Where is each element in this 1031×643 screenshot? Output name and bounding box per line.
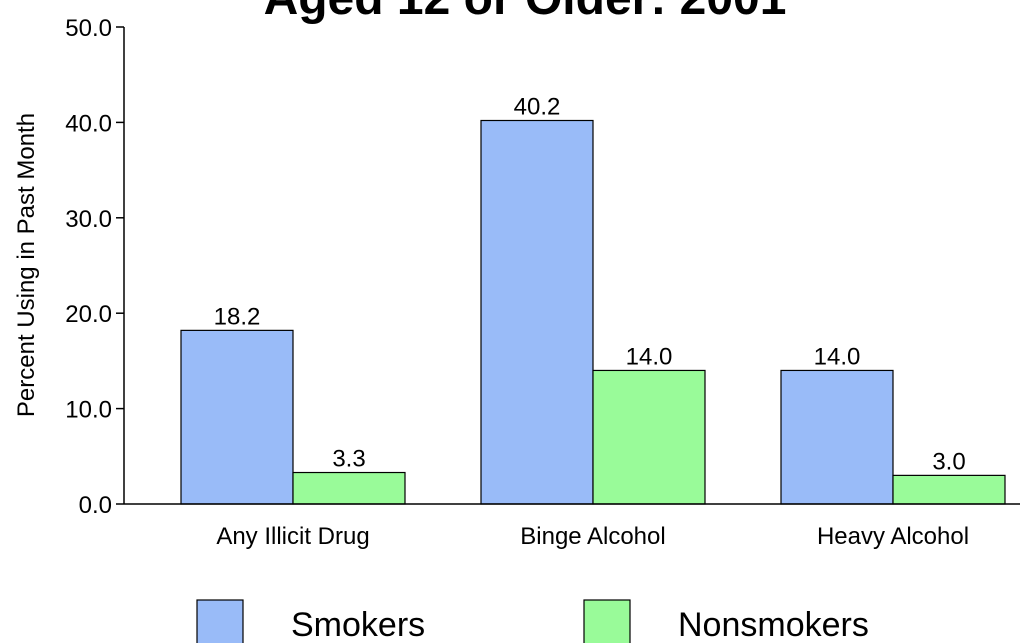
bar-nonsmokers-2	[892, 474, 1006, 505]
y-tick-label: 20.0	[65, 301, 112, 328]
x-category-label: Binge Alcohol	[520, 523, 665, 550]
data-label: 40.2	[514, 93, 561, 120]
bar-nonsmokers-0	[292, 471, 406, 505]
y-tick-label: 0.0	[79, 492, 112, 519]
data-label: 14.0	[814, 343, 861, 370]
legend: Smokers Nonsmokers	[196, 599, 869, 643]
y-tick-label: 10.0	[65, 397, 112, 424]
y-tick-label: 50.0	[65, 15, 112, 42]
legend-label: Nonsmokers	[678, 606, 869, 643]
x-axis: Any Illicit Drug Binge Alcohol Heavy Alcoh…	[124, 503, 1020, 550]
bar-nonsmokers-1	[592, 369, 706, 505]
legend-swatch-nonsmokers	[583, 599, 631, 643]
data-label: 14.0	[626, 343, 673, 370]
bars-group	[180, 119, 1006, 505]
chart-title: Aged 12 or Older: 2001	[264, 0, 787, 25]
data-label: 3.0	[932, 448, 965, 475]
data-label: 18.2	[214, 303, 261, 330]
legend-label: Smokers	[291, 606, 425, 643]
y-tick-label: 40.0	[65, 110, 112, 137]
bar-smokers-2	[780, 369, 894, 505]
bar-smokers-1	[480, 119, 594, 505]
data-label: 3.3	[332, 446, 365, 473]
x-category-label: Heavy Alcohol	[817, 523, 969, 550]
bar-smokers-0	[180, 329, 294, 505]
y-tick-label: 30.0	[65, 206, 112, 233]
legend-swatch-smokers	[196, 599, 244, 643]
y-axis-label: Percent Using in Past Month	[13, 113, 40, 417]
value-labels-group: 18.2 3.3 40.2 14.0 14.0 3.0	[214, 93, 966, 475]
y-axis: 0.0 10.0 20.0 30.0 40.0 50.0	[65, 15, 125, 519]
x-category-label: Any Illicit Drug	[216, 523, 369, 550]
